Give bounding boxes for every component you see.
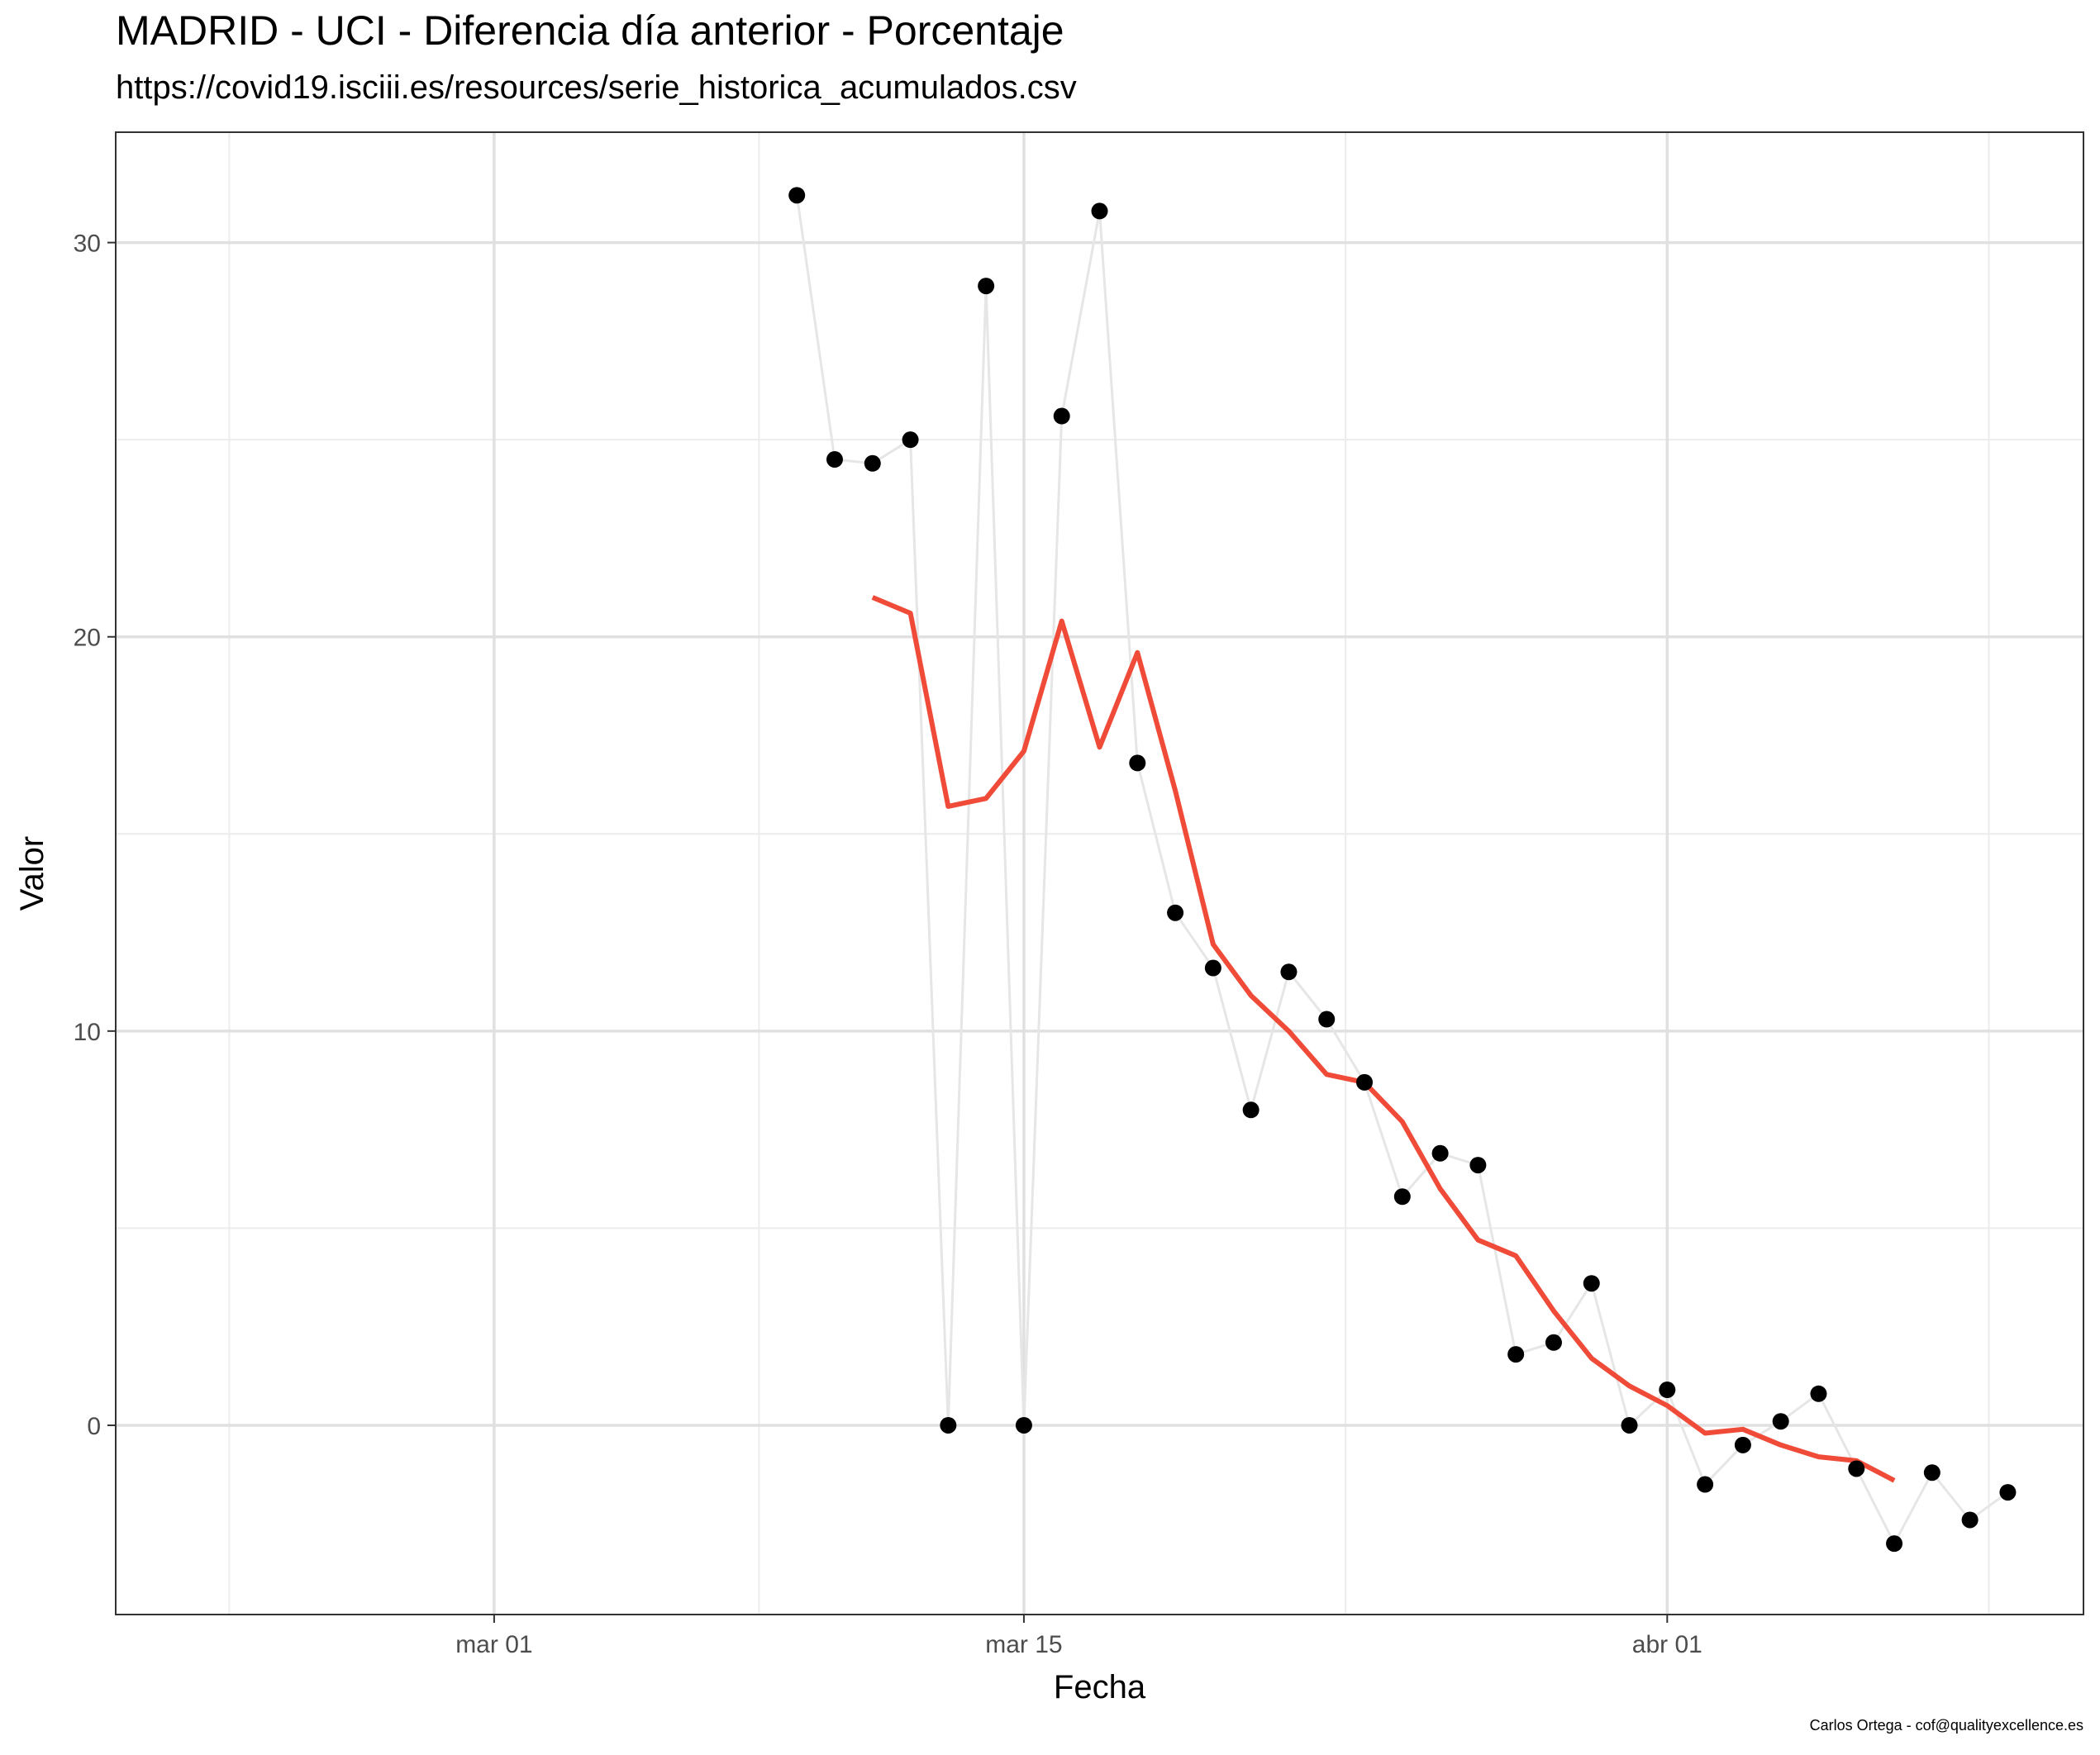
series-raw-polyline xyxy=(795,195,2009,1547)
data-point xyxy=(1242,1101,1260,1119)
grid-lines xyxy=(116,132,2083,1615)
data-point xyxy=(1204,959,1221,977)
data-point xyxy=(1507,1346,1525,1363)
x-axis: mar 01 mar 15 abr 01 xyxy=(455,1615,1702,1658)
series-raw-line xyxy=(795,195,2009,1547)
y-tick-label: 20 xyxy=(74,625,101,652)
data-point xyxy=(1697,1476,1714,1493)
y-axis-title: Valor xyxy=(14,836,50,911)
data-point xyxy=(1469,1157,1487,1174)
data-point xyxy=(1734,1436,1751,1453)
data-point xyxy=(1167,904,1184,921)
x-tick-label: mar 01 xyxy=(455,1631,532,1658)
data-point xyxy=(1961,1511,1979,1529)
data-point xyxy=(1431,1144,1449,1162)
data-point xyxy=(1393,1188,1411,1206)
data-point xyxy=(902,431,919,449)
y-axis: 0 10 20 30 xyxy=(74,231,116,1440)
chart-title: MADRID - UCI - Diferencia día anterior -… xyxy=(116,7,1064,54)
data-point xyxy=(1583,1275,1600,1292)
x-tick-label: abr 01 xyxy=(1632,1631,1702,1658)
data-point xyxy=(1280,963,1298,981)
y-tick-label: 30 xyxy=(74,231,101,258)
x-axis-title: Fecha xyxy=(1054,1669,1146,1705)
y-tick-label: 0 xyxy=(87,1413,101,1440)
series-points xyxy=(788,187,2017,1553)
data-point xyxy=(1999,1484,2017,1501)
series-smoothed-polyline xyxy=(871,595,1896,1483)
data-point xyxy=(1318,1011,1336,1028)
data-point xyxy=(826,451,843,468)
data-point xyxy=(1053,407,1070,425)
data-point xyxy=(788,187,806,204)
data-point xyxy=(864,454,881,472)
data-point xyxy=(1923,1464,1940,1482)
data-point xyxy=(1015,1416,1032,1434)
data-point xyxy=(940,1416,957,1434)
data-point xyxy=(1356,1073,1374,1091)
data-point xyxy=(1129,754,1146,772)
series-smoothed-line xyxy=(871,595,1896,1483)
panel-border xyxy=(115,131,2084,1615)
y-tick-label: 10 xyxy=(74,1019,101,1046)
data-point xyxy=(1091,202,1108,220)
x-tick-label: mar 15 xyxy=(985,1631,1062,1658)
data-point xyxy=(1848,1460,1865,1477)
chart-caption: Carlos Ortega - cof@qualityexcellence.es xyxy=(1809,1717,2083,1734)
data-point xyxy=(1810,1385,1827,1402)
chart-subtitle: https://covid19.isciii.es/resources/seri… xyxy=(116,69,1077,106)
data-point xyxy=(1545,1334,1562,1351)
data-point xyxy=(978,278,995,295)
data-point xyxy=(1659,1382,1676,1399)
data-point xyxy=(1621,1416,1638,1434)
data-point xyxy=(1886,1535,1903,1553)
data-point xyxy=(1772,1413,1789,1430)
